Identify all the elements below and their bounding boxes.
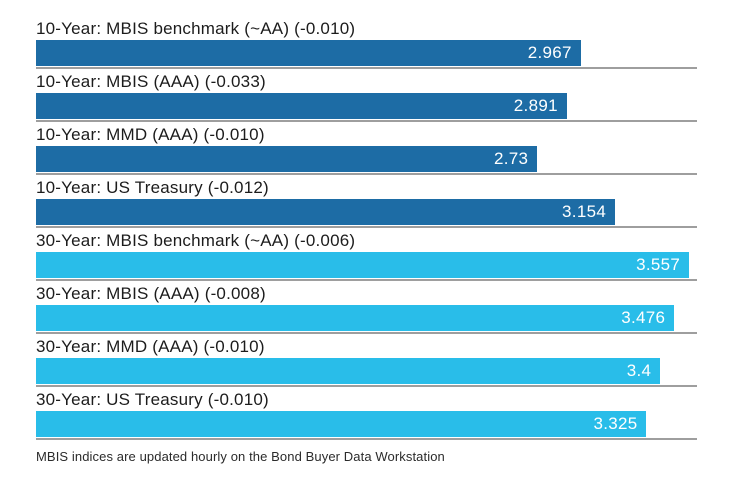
bar-row: 10-Year: MBIS (AAA) (-0.033) 2.891 [36, 71, 697, 122]
bar-value-label: 3.325 [593, 414, 638, 433]
bar[interactable]: 2.891 [36, 93, 567, 119]
bar-value-label: 2.891 [513, 96, 558, 115]
bar-value-label: 3.476 [621, 308, 666, 327]
bar-track: 3.4 [36, 358, 697, 384]
row-separator-line [36, 173, 697, 175]
bar-category-label: 10-Year: MBIS benchmark (~AA) (-0.010) [36, 19, 356, 38]
row-separator-line [36, 120, 697, 122]
bar-category-label: 30-Year: MMD (AAA) (-0.010) [36, 337, 265, 356]
bar-value-label: 3.154 [562, 202, 607, 221]
bar-category-label: 10-Year: US Treasury (-0.012) [36, 178, 269, 197]
bar-category-label: 10-Year: MBIS (AAA) (-0.033) [36, 72, 266, 91]
bar-track: 3.154 [36, 199, 697, 225]
bar[interactable]: 2.73 [36, 146, 538, 172]
row-separator-line [36, 67, 697, 69]
bar-category-label: 30-Year: MBIS (AAA) (-0.008) [36, 284, 266, 303]
row-separator-line [36, 385, 697, 387]
bar-row: 30-Year: MBIS benchmark (~AA) (-0.006) 3… [36, 230, 697, 281]
bar-row: 30-Year: US Treasury (-0.010) 3.325 [36, 389, 697, 440]
bar[interactable]: 3.476 [36, 305, 675, 331]
row-separator-line [36, 226, 697, 228]
bar-row: 30-Year: MMD (AAA) (-0.010) 3.4 [36, 336, 697, 387]
row-separator-line [36, 438, 697, 440]
bar[interactable]: 3.557 [36, 252, 690, 278]
bar-value-label: 2.967 [527, 43, 572, 62]
bar-track: 2.891 [36, 93, 697, 119]
bar-category-label: 10-Year: MMD (AAA) (-0.010) [36, 125, 265, 144]
bar-row: 30-Year: MBIS (AAA) (-0.008) 3.476 [36, 283, 697, 334]
bar[interactable]: 3.4 [36, 358, 661, 384]
bar-track: 2.73 [36, 146, 697, 172]
bar-value-label: 3.4 [626, 361, 652, 380]
bar-track: 3.325 [36, 411, 697, 437]
chart-footnote: MBIS indices are updated hourly on the B… [36, 449, 445, 464]
bar-category-label: 30-Year: US Treasury (-0.010) [36, 390, 269, 409]
bar-track: 3.476 [36, 305, 697, 331]
bar-track: 3.557 [36, 252, 697, 278]
bar-value-label: 2.73 [493, 149, 529, 168]
bar[interactable]: 3.154 [36, 199, 616, 225]
bar[interactable]: 3.325 [36, 411, 647, 437]
bar-track: 2.967 [36, 40, 697, 66]
bar[interactable]: 2.967 [36, 40, 581, 66]
row-separator-line [36, 279, 697, 281]
bar-row: 10-Year: US Treasury (-0.012) 3.154 [36, 177, 697, 228]
bar-category-label: 30-Year: MBIS benchmark (~AA) (-0.006) [36, 231, 356, 250]
bar-row: 10-Year: MBIS benchmark (~AA) (-0.010) 2… [36, 18, 697, 69]
yield-bar-chart: 10-Year: MBIS benchmark (~AA) (-0.010) 2… [36, 18, 697, 440]
bar-row: 10-Year: MMD (AAA) (-0.010) 2.73 [36, 124, 697, 175]
row-separator-line [36, 332, 697, 334]
bar-value-label: 3.557 [636, 255, 681, 274]
